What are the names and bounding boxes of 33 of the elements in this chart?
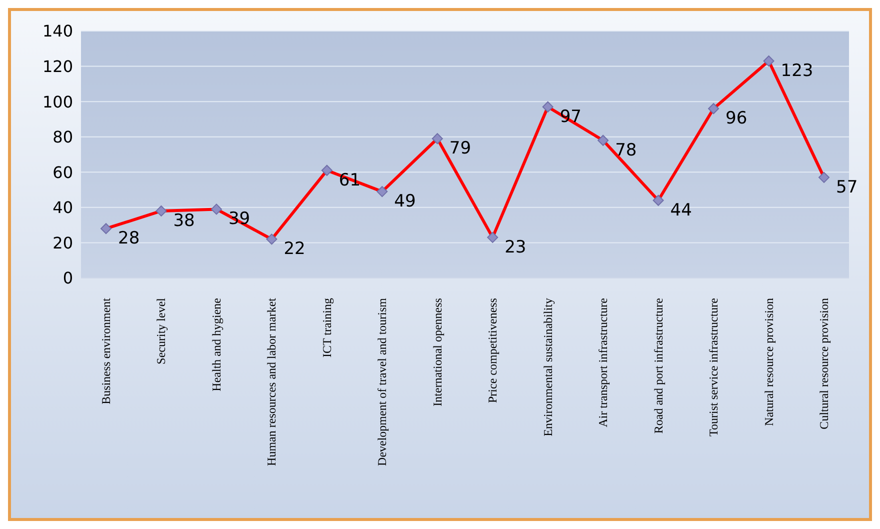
y-tick-label: 120 (42, 56, 73, 76)
data-label: 49 (394, 192, 416, 212)
x-tick-label: Environmental sustainability (540, 298, 555, 436)
data-label: 28 (118, 228, 140, 249)
x-tick-label: Air transport infrastructure (596, 298, 610, 428)
data-label: 57 (836, 177, 858, 198)
data-label: 38 (173, 210, 195, 231)
x-tick-label: International openness (430, 298, 444, 406)
x-tick-label: Cultural resource provision (817, 298, 831, 430)
data-label: 23 (504, 237, 526, 258)
data-label: 78 (615, 140, 637, 160)
x-tick-label: ICT training (320, 298, 334, 358)
x-tick-label: Natural resource provision (762, 298, 776, 426)
x-tick-label: Tourist service infrastructure (706, 298, 721, 436)
y-tick-label: 80 (52, 128, 73, 147)
x-tick-label: Security level (154, 297, 168, 364)
x-tick-label: Price competitiveness (486, 298, 500, 403)
data-label: 44 (670, 200, 692, 220)
x-tick-label: Development of travel and tourism (375, 297, 390, 466)
x-tick-label: Road and port infrastructure (651, 298, 666, 434)
x-tick-label: Human resources and labor market (264, 297, 279, 466)
data-label: 96 (726, 108, 748, 129)
x-tick-label: Health and hygiene (209, 298, 224, 392)
y-tick-label: 140 (42, 22, 73, 41)
data-label: 79 (449, 138, 472, 159)
y-tick-label: 100 (42, 92, 73, 112)
y-tick-label: 60 (52, 162, 73, 182)
x-tick-label: Business environment (99, 297, 113, 404)
y-tick-label: 20 (52, 233, 73, 252)
data-label: 123 (780, 61, 814, 82)
data-label: 22 (284, 239, 306, 260)
y-tick-label: 40 (52, 198, 73, 218)
y-tick-label: 0 (62, 268, 73, 288)
